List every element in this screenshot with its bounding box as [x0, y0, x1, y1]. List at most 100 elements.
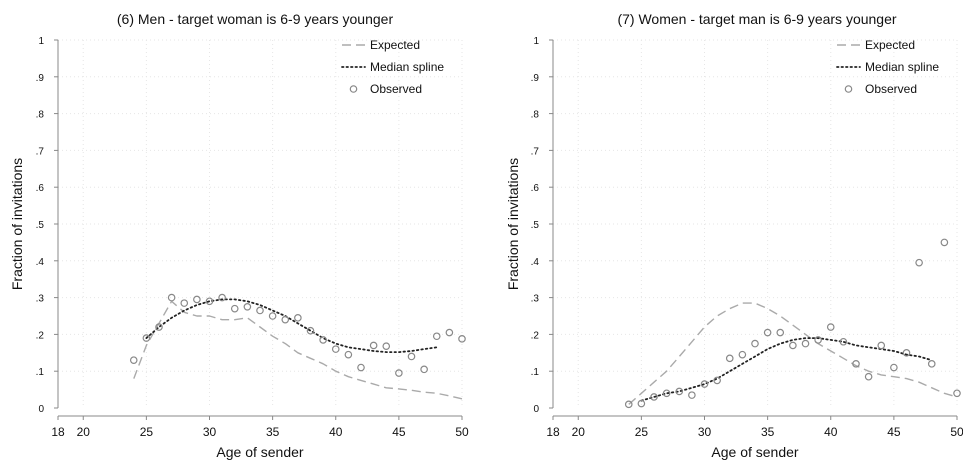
observed-point [155, 323, 163, 331]
observed-point [420, 365, 428, 374]
x-tick-label: 40 [329, 425, 343, 439]
y-tick-label: .5 [531, 220, 540, 231]
observed-point [319, 336, 327, 344]
x-tick-label: 18 [51, 425, 65, 439]
observed-point [458, 335, 466, 343]
legend-label-median-spline: Median spline [370, 60, 444, 74]
x-tick-label: 50 [455, 425, 469, 439]
y-tick-label: .1 [531, 367, 540, 378]
x-tick-label: 18 [546, 425, 560, 439]
y-tick-label: 1 [38, 36, 44, 47]
observed-point [357, 363, 365, 372]
x-tick-label: 30 [698, 425, 712, 439]
observed-point [675, 387, 684, 396]
y-tick-label: .8 [531, 110, 540, 121]
observed-point [738, 350, 747, 359]
x-tick-label: 35 [266, 425, 280, 439]
legend-marker-observed [844, 85, 853, 93]
observed-point [369, 341, 378, 350]
observed-point [763, 328, 772, 337]
y-tick-label: .3 [531, 294, 540, 305]
observed-point [268, 312, 277, 320]
x-tick-label: 20 [77, 425, 91, 439]
observed-point [331, 345, 340, 353]
observed-point [432, 332, 441, 341]
y-tick-label: .6 [531, 183, 540, 194]
y-tick-label: .2 [36, 330, 45, 341]
observed-point [801, 339, 810, 348]
observed-point [864, 372, 873, 381]
y-tick-label: 1 [533, 36, 539, 47]
y-tick-label: .1 [36, 367, 45, 378]
legend-marker-observed [349, 85, 358, 93]
y-tick-label: .9 [531, 73, 540, 84]
observed-point [167, 293, 176, 302]
observed-point [839, 337, 848, 346]
observed-point [218, 293, 226, 302]
observed-point [915, 258, 923, 267]
median-spline-line [640, 337, 933, 402]
y-axis-label: Fraction of invitations [9, 158, 25, 290]
chart-panel-women: (7) Women - target man is 6-9 years youn… [505, 11, 963, 460]
observed-point [902, 348, 911, 357]
x-tick-label: 40 [824, 425, 838, 439]
legend-label-median-spline: Median spline [865, 60, 939, 74]
observed-point [877, 341, 886, 350]
observed-point [890, 363, 898, 372]
observed-point [826, 323, 835, 331]
observed-point [193, 295, 201, 304]
expected-line [628, 302, 958, 405]
observed-point [725, 354, 734, 363]
legend-label-observed: Observed [370, 82, 422, 96]
observed-point [789, 341, 797, 350]
observed-point [852, 360, 860, 368]
x-tick-label: 20 [572, 425, 586, 439]
observed-point [776, 328, 785, 337]
observed-point [281, 315, 290, 324]
y-tick-label: .8 [36, 110, 45, 121]
observed-point [129, 356, 138, 364]
y-tick-label: .7 [36, 146, 45, 157]
observed-point [344, 350, 353, 359]
y-tick-label: .2 [531, 330, 540, 341]
x-tick-label: 45 [392, 425, 406, 439]
observed-point [445, 328, 454, 337]
observed-point [953, 389, 961, 398]
observed-point [243, 302, 252, 311]
observed-point [940, 238, 949, 247]
x-tick-label: 30 [203, 425, 217, 439]
y-tick-label: .3 [36, 294, 45, 305]
observed-point [688, 391, 696, 399]
observed-point [230, 304, 239, 313]
observed-point [395, 369, 403, 377]
x-axis-label: Age of sender [216, 444, 304, 460]
observed-point [650, 393, 658, 401]
x-axis-label: Age of sender [711, 444, 799, 460]
chart-title: (7) Women - target man is 6-9 years youn… [617, 11, 896, 27]
legend-label-expected: Expected [370, 38, 420, 52]
y-tick-label: .7 [531, 146, 540, 157]
observed-point [205, 297, 214, 306]
observed-point [662, 389, 671, 398]
x-tick-label: 35 [761, 425, 775, 439]
observed-point [256, 306, 264, 315]
observed-point [637, 399, 646, 408]
observed-point [927, 360, 936, 368]
y-tick-label: .4 [36, 257, 45, 268]
observed-point [294, 314, 302, 322]
x-tick-label: 25 [140, 425, 154, 439]
chart-panel-men: (6) Men - target woman is 6-9 years youn… [9, 11, 469, 460]
expected-line [133, 300, 463, 400]
y-tick-label: 0 [533, 404, 539, 415]
y-tick-label: .4 [531, 257, 540, 268]
observed-point [751, 339, 759, 348]
x-tick-label: 45 [887, 425, 901, 439]
observed-point [382, 342, 391, 350]
legend-label-expected: Expected [865, 38, 915, 52]
y-tick-label: .6 [36, 183, 45, 194]
y-tick-label: .9 [36, 73, 45, 84]
observed-point [180, 299, 189, 307]
x-tick-label: 50 [950, 425, 963, 439]
observed-point [700, 380, 709, 388]
